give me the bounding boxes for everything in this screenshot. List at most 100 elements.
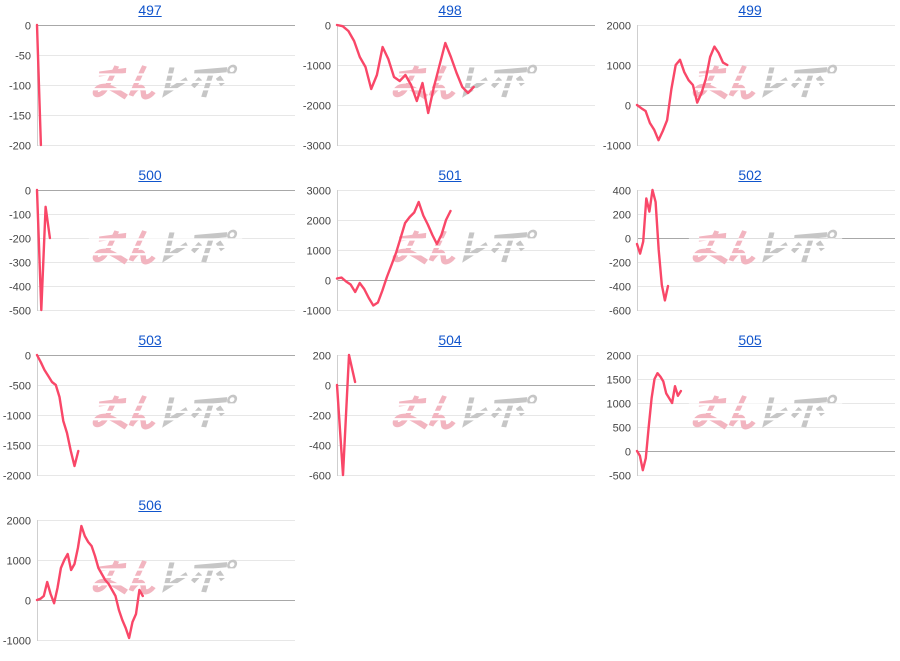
y-tick-label: -100: [9, 210, 31, 222]
y-tick-label: 0: [25, 596, 31, 608]
y-tick-label: -200: [9, 234, 31, 246]
y-tick-label: 1000: [7, 556, 31, 568]
chart-title-link[interactable]: 497: [138, 2, 162, 18]
y-tick-label: -1500: [3, 441, 31, 453]
chart-cell-499: 499 2000 1000 0 -1000: [600, 0, 900, 165]
chart-title-row: 505: [600, 330, 900, 351]
y-tick-label: -1000: [3, 411, 31, 423]
chart-title-row: 503: [0, 330, 300, 351]
y-tick-label: 0: [625, 447, 631, 459]
series-line: [35, 353, 80, 468]
y-tick-label: 500: [613, 423, 631, 435]
line-chart: 0 -50 -100 -150 -200: [9, 21, 295, 153]
chart-title-link[interactable]: 504: [438, 332, 462, 348]
chart-title-row: 497: [0, 0, 300, 21]
line-chart: 0 -1000 -2000 -3000: [303, 21, 595, 153]
y-tick-label: 200: [613, 210, 631, 222]
minrepo-watermark-logo: [85, 229, 243, 265]
y-tick-label: -50: [15, 51, 31, 63]
y-tick-label: 200: [313, 351, 331, 363]
chart-title-row: 502: [600, 165, 900, 186]
series-line: [635, 45, 729, 142]
chart-title-link[interactable]: 500: [138, 167, 162, 183]
line-chart: 0 -100 -200 -300 -400 -500: [9, 186, 295, 318]
line-chart: 2000 1000 0 -1000: [603, 21, 895, 153]
chart-title-link[interactable]: 506: [138, 497, 162, 513]
series-line: [35, 188, 52, 312]
minrepo-watermark-logo: [685, 394, 843, 430]
y-tick-label: -500: [9, 381, 31, 393]
y-tick-label: -1000: [303, 61, 331, 73]
y-tick-label: 0: [325, 381, 331, 393]
series-line: [635, 188, 670, 302]
chart-cell-503: 503 0 -500 -1000 -1500 -2000: [0, 330, 300, 495]
chart-title-row: 501: [300, 165, 600, 186]
y-tick-label: 3000: [307, 186, 331, 198]
chart-cell-504: 504 200 0 -200 -400 -600: [300, 330, 600, 495]
line-chart: 2000 1000 0 -1000: [3, 516, 295, 648]
y-tick-label: -300: [9, 258, 31, 270]
chart-title-row: 506: [0, 495, 300, 516]
y-tick-label: -2000: [303, 101, 331, 113]
chart-cell-497: 497 0 -50 -100 -150 -200: [0, 0, 300, 165]
y-tick-label: -500: [9, 306, 31, 318]
y-tick-label: -200: [609, 258, 631, 270]
line-chart: 200 0 -200 -400 -600: [309, 351, 595, 483]
chart-cell-500: 500 0 -100 -200 -300 -400 -500: [0, 165, 300, 330]
series-line: [35, 524, 145, 640]
y-tick-label: -2000: [3, 471, 31, 483]
chart-cell-506: 506 2000 1000 0 -1000: [0, 495, 300, 660]
line-chart: 3000 2000 1000 0 -1000: [303, 186, 595, 318]
y-tick-label: -150: [9, 111, 31, 123]
series-line: [335, 200, 452, 307]
chart-title-row: 500: [0, 165, 300, 186]
y-tick-label: 2000: [7, 516, 31, 528]
y-tick-label: 1000: [307, 246, 331, 258]
line-chart: 400 200 0 -200 -400 -600: [609, 186, 895, 318]
minrepo-watermark-logo: [85, 64, 243, 100]
minrepo-watermark-logo: [385, 64, 543, 100]
series-line: [335, 353, 357, 477]
series-line: [635, 372, 683, 472]
y-tick-label: 2000: [607, 21, 631, 33]
y-tick-label: 0: [25, 186, 31, 198]
y-tick-label: -400: [309, 441, 331, 453]
y-tick-label: 0: [625, 101, 631, 113]
minrepo-watermark-logo: [385, 394, 543, 430]
y-tick-label: -600: [309, 471, 331, 483]
chart-cell-505: 505 2000 1500 1000 500 0 -500: [600, 330, 900, 495]
line-chart: 2000 1500 1000 500 0 -500: [607, 351, 895, 483]
chart-title-link[interactable]: 503: [138, 332, 162, 348]
series-line: [335, 23, 475, 115]
chart-title-link[interactable]: 499: [738, 2, 762, 18]
chart-title-row: 499: [600, 0, 900, 21]
y-tick-label: 0: [25, 21, 31, 33]
y-tick-label: -600: [609, 306, 631, 318]
y-tick-label: -400: [9, 282, 31, 294]
chart-cell-502: 502 400 200 0 -200 -400 -600: [600, 165, 900, 330]
chart-title-link[interactable]: 502: [738, 167, 762, 183]
minrepo-watermark-logo: [685, 64, 843, 100]
y-tick-label: 0: [325, 21, 331, 33]
y-tick-label: 0: [25, 351, 31, 363]
y-tick-label: 0: [325, 276, 331, 288]
chart-title-link[interactable]: 501: [438, 167, 462, 183]
line-chart: 0 -500 -1000 -1500 -2000: [3, 351, 295, 483]
y-tick-label: 1000: [607, 399, 631, 411]
y-tick-label: -400: [609, 282, 631, 294]
y-tick-label: -1000: [603, 141, 631, 153]
minrepo-watermark-logo: [85, 394, 243, 430]
y-tick-label: 0: [625, 234, 631, 246]
y-tick-label: -200: [9, 141, 31, 153]
y-tick-label: -100: [9, 81, 31, 93]
chart-title-link[interactable]: 505: [738, 332, 762, 348]
minrepo-watermark-logo: [385, 229, 543, 265]
y-tick-label: 1500: [607, 375, 631, 387]
chart-title-link[interactable]: 498: [438, 2, 462, 18]
y-tick-label: 2000: [307, 216, 331, 228]
y-tick-label: -1000: [3, 636, 31, 648]
y-tick-label: 2000: [607, 351, 631, 363]
chart-title-row: 504: [300, 330, 600, 351]
y-tick-label: -1000: [303, 306, 331, 318]
